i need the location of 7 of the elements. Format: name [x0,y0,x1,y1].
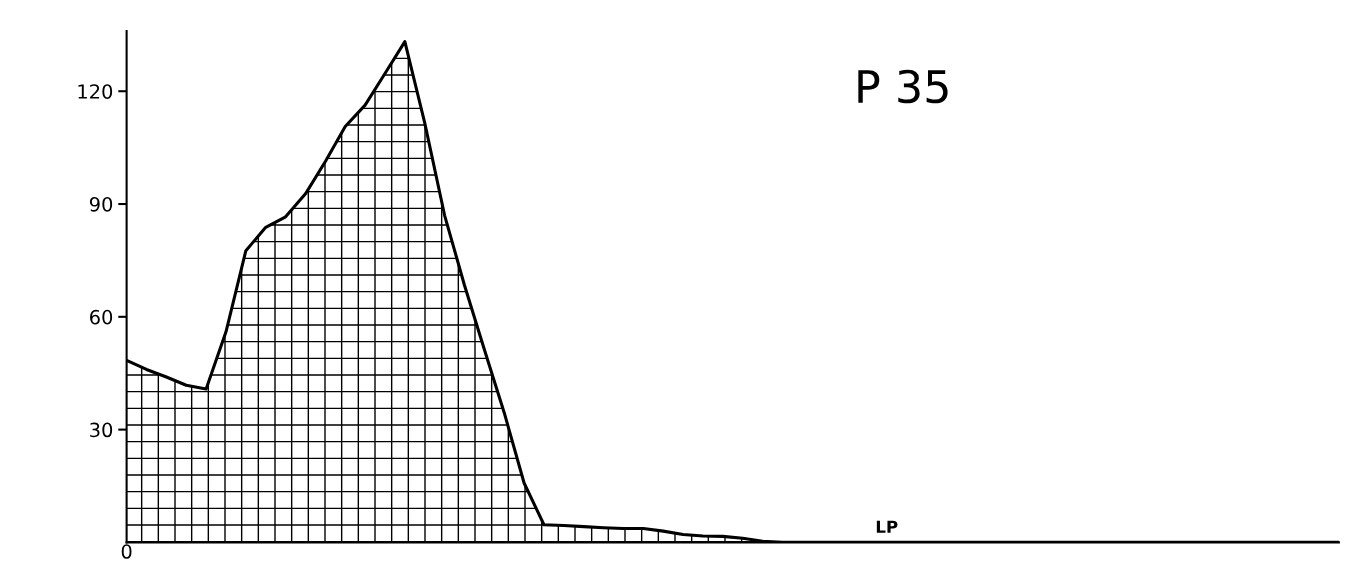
annotation: LP [876,520,898,533]
x-tick-label: 0 [121,544,132,559]
y-tick-label: 30 [90,422,113,438]
y-tick-label: 120 [78,84,113,99]
y-tick-label: 60 [90,309,113,325]
y-tick-label: 90 [89,196,113,212]
text: P 35 [858,69,948,104]
